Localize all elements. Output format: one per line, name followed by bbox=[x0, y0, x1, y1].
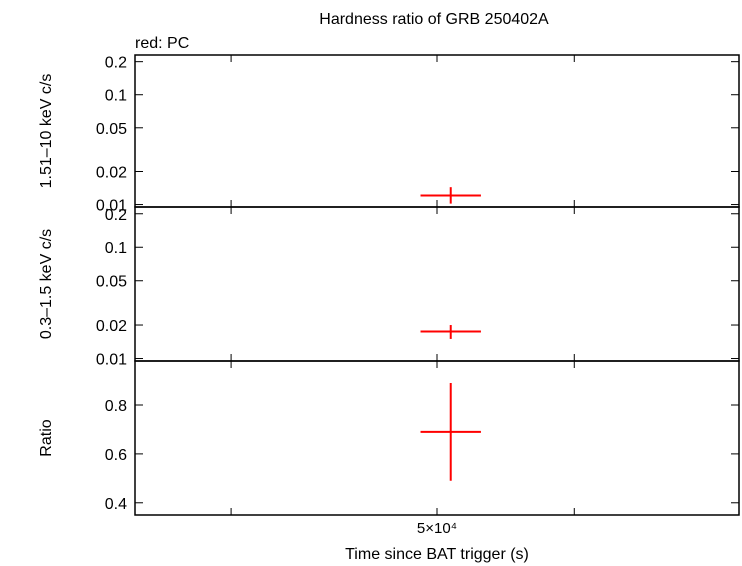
x-axis-label: Time since BAT trigger (s) bbox=[345, 546, 529, 563]
y-tick-label: 0.01 bbox=[96, 198, 127, 215]
y-axis-label: 0.3–1.5 keV c/s bbox=[38, 229, 55, 339]
y-axis-label: 1.51–10 keV c/s bbox=[38, 74, 55, 189]
chart-subtitle: red: PC bbox=[135, 35, 189, 52]
panel-soft: 0.01 0.02 0.05 0.1 0.2 0.3–1.5 keV c/s bbox=[38, 206, 740, 369]
y-tick-label: 0.2 bbox=[105, 207, 127, 224]
panel-frame bbox=[134, 360, 740, 516]
y-tick-label: 0.2 bbox=[105, 55, 127, 72]
y-tick-label: 0.6 bbox=[105, 447, 127, 464]
y-tick-label: 0.05 bbox=[96, 121, 127, 138]
y-tick-label: 0.4 bbox=[105, 496, 127, 513]
y-tick-label: 0.02 bbox=[96, 318, 127, 335]
y-tick-label: 0.02 bbox=[96, 164, 127, 181]
y-tick-label: 0.05 bbox=[96, 274, 127, 291]
y-tick-label: 0.01 bbox=[96, 352, 127, 369]
panel-frame bbox=[134, 206, 740, 362]
y-tick-label: 0.1 bbox=[105, 88, 127, 105]
x-tick-label: 5×10⁴ bbox=[417, 520, 457, 537]
y-tick-label: 0.1 bbox=[105, 240, 127, 257]
panel-hard: 0.01 0.02 0.05 0.1 0.2 1.51–10 keV c/s bbox=[38, 54, 740, 215]
y-axis-label: Ratio bbox=[38, 419, 55, 456]
plot-panels: 0.010.020.050.10.21.51–10 keV c/s0.010.0… bbox=[38, 54, 740, 537]
panel-ratio: 0.4 0.6 0.8 Ratio bbox=[38, 360, 740, 516]
panel-frame bbox=[134, 54, 740, 208]
y-tick-label: 0.8 bbox=[105, 398, 127, 415]
chart-title: Hardness ratio of GRB 250402A bbox=[319, 11, 549, 28]
